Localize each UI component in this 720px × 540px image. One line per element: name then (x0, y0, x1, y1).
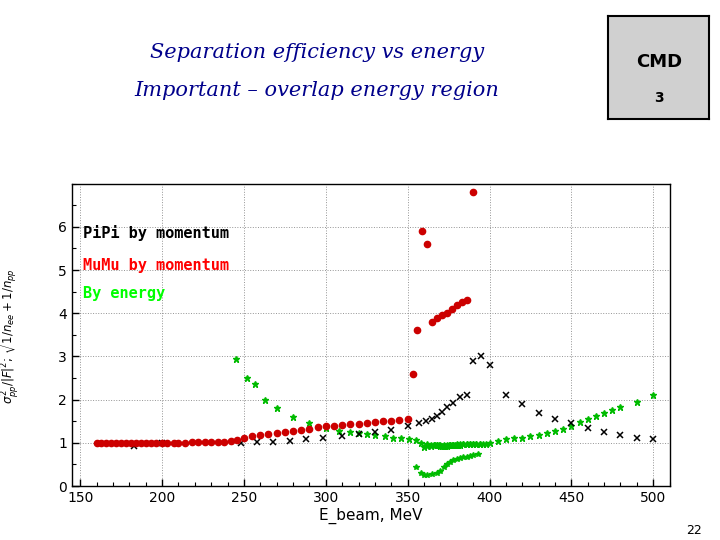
Text: 22: 22 (686, 524, 702, 537)
Text: PiPi by momentum: PiPi by momentum (84, 225, 230, 241)
Text: MuMu by momentum: MuMu by momentum (84, 258, 230, 273)
Text: CMD: CMD (636, 53, 682, 71)
Text: Separation efficiency vs energy: Separation efficiency vs energy (150, 43, 484, 62)
Text: By energy: By energy (84, 286, 166, 301)
Text: Important – overlap energy region: Important – overlap energy region (135, 81, 499, 100)
Text: 3: 3 (654, 91, 664, 105)
Text: $\sigma_{pp}^2/|F|^2$; $\sqrt{1/n_{ee}+1/n_{pp}}$: $\sigma_{pp}^2/|F|^2$; $\sqrt{1/n_{ee}+1… (0, 266, 20, 404)
X-axis label: E_beam, MeV: E_beam, MeV (319, 508, 423, 524)
